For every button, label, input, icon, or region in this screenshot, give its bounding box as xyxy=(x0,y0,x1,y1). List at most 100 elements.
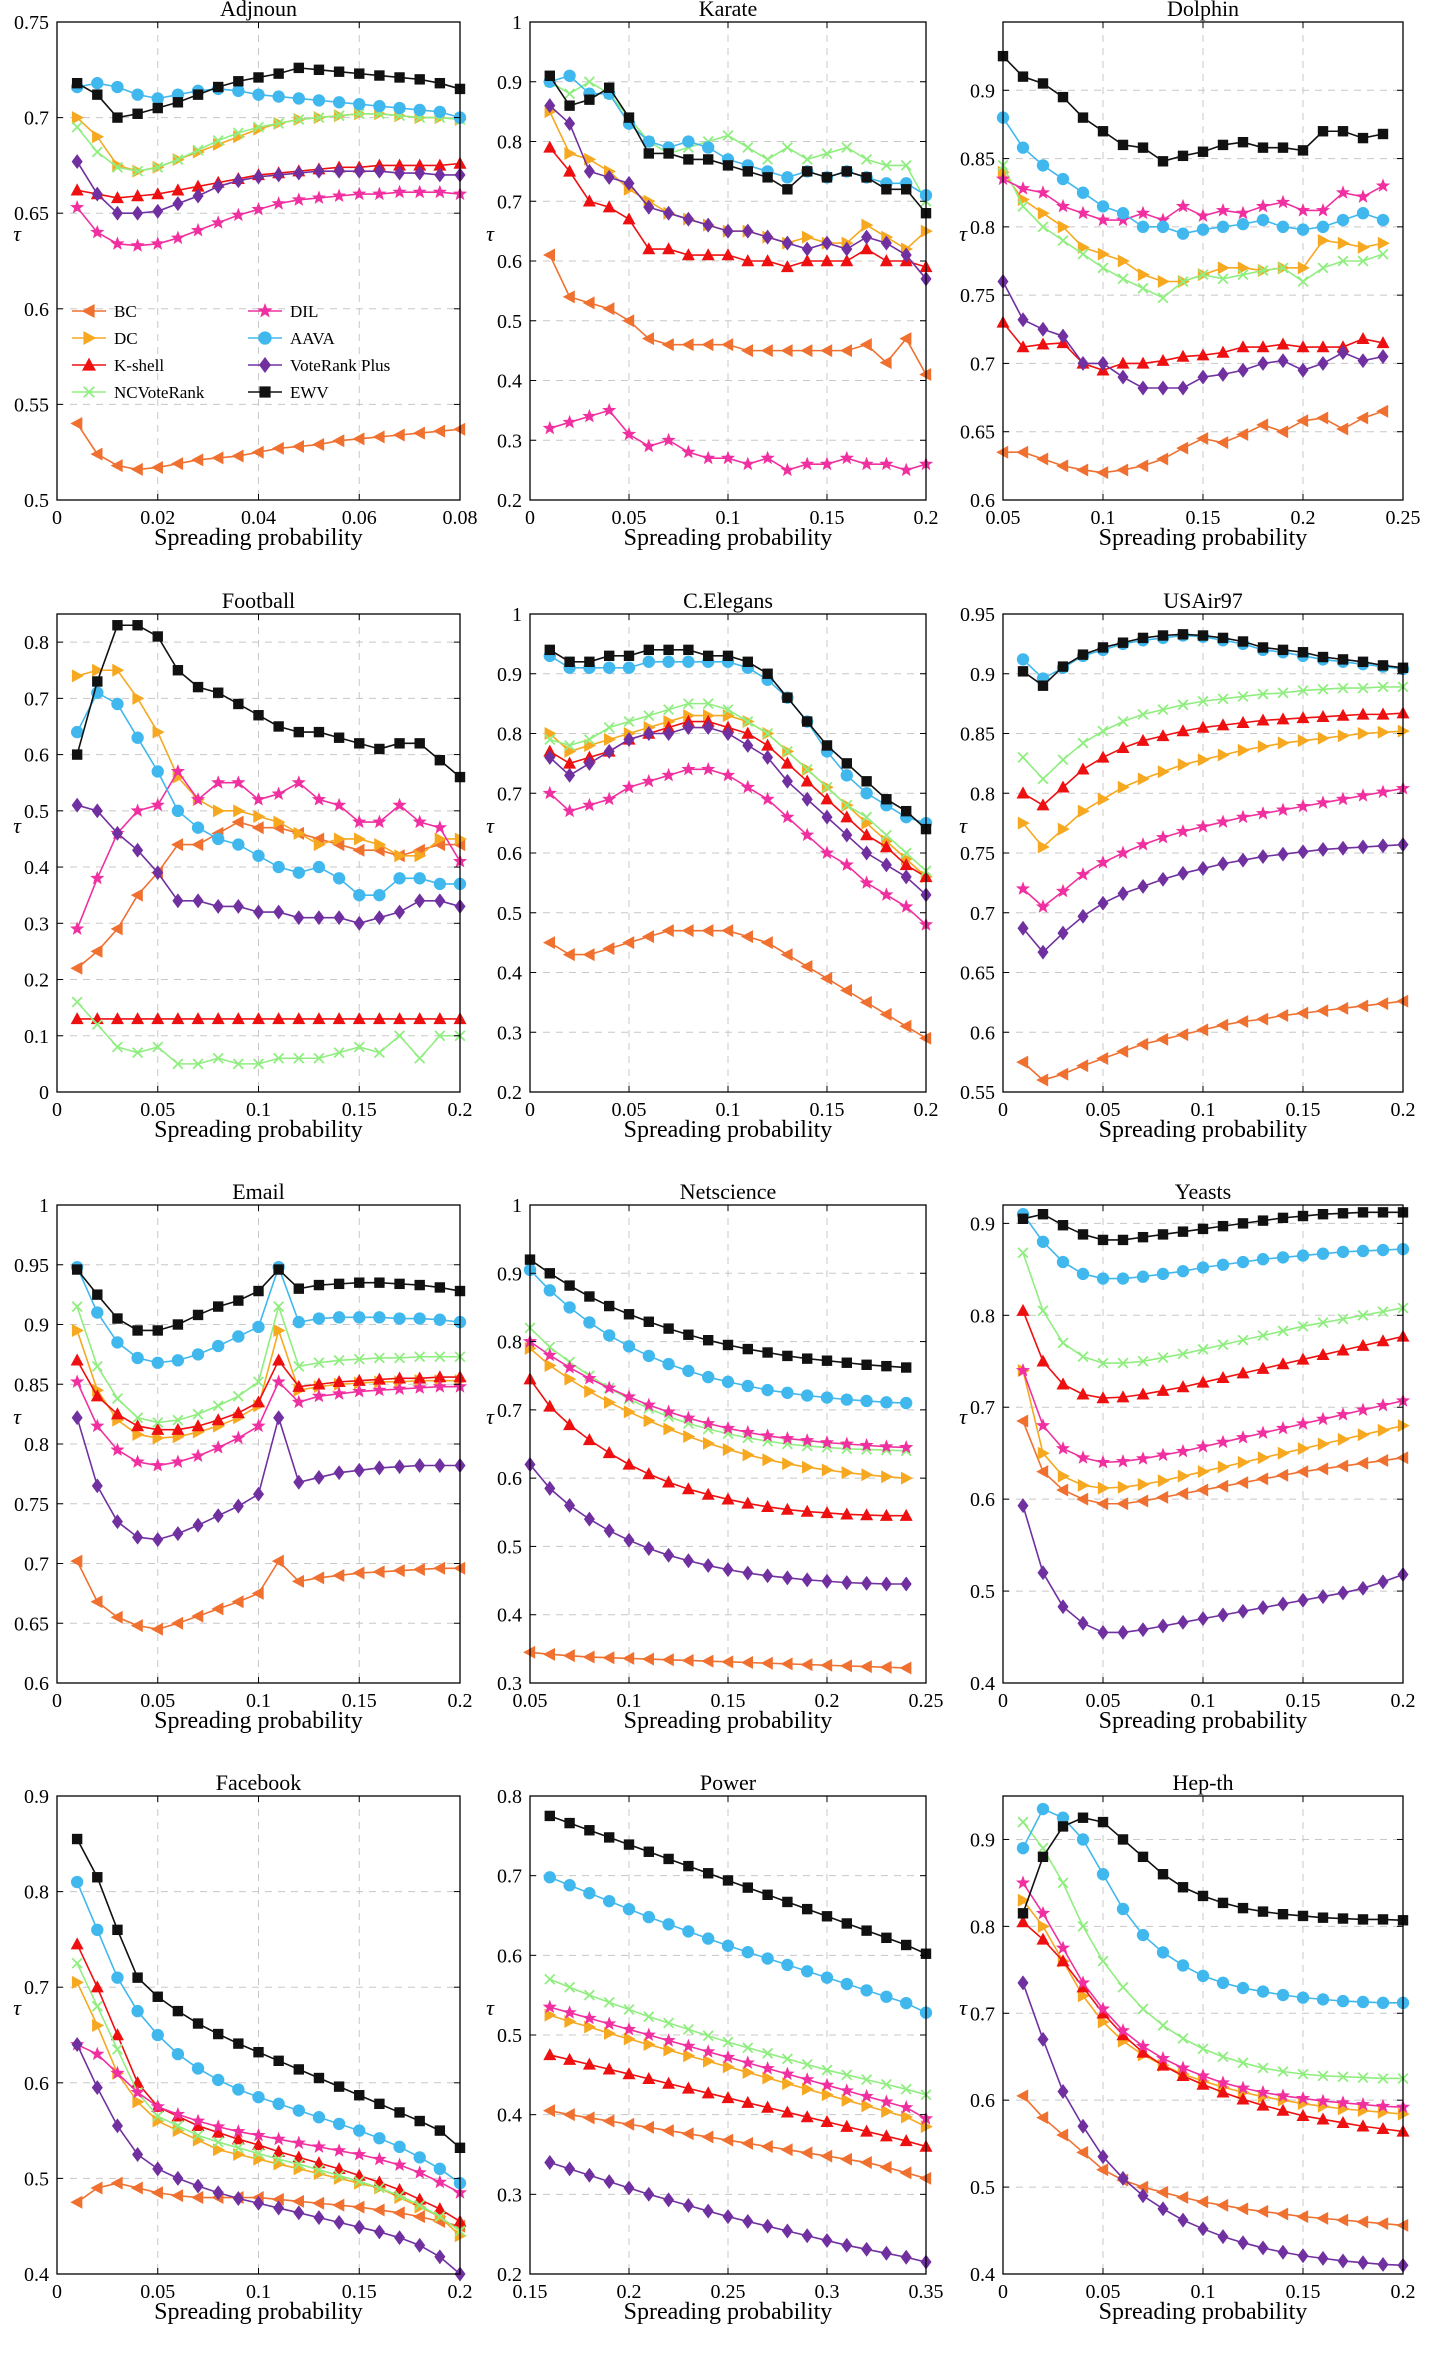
data-point-ncv xyxy=(152,1416,164,1428)
data-point-dc xyxy=(920,2120,933,2134)
data-point-ks xyxy=(131,189,145,202)
data-point-vrp xyxy=(1257,2240,1269,2256)
data-point-vrp xyxy=(544,98,556,114)
data-point-ewv xyxy=(802,1903,813,1915)
data-point-aava xyxy=(1116,1272,1130,1285)
data-point-dc xyxy=(623,1405,636,1419)
x-tick-label: 0 xyxy=(52,2281,62,2303)
data-point-dil xyxy=(70,199,85,214)
series-dc xyxy=(1017,724,1410,854)
data-point-ks xyxy=(1136,2045,1150,2058)
data-point-bc xyxy=(1296,1006,1309,1020)
data-point-dc xyxy=(1157,1474,1170,1488)
data-point-vrp xyxy=(1377,349,1389,365)
data-point-ncv xyxy=(1057,754,1069,766)
data-point-bc xyxy=(1096,2163,1109,2177)
data-point-dil xyxy=(170,230,186,245)
data-point-ks xyxy=(1376,707,1390,720)
series-dil xyxy=(522,1334,914,1454)
data-point-dc xyxy=(152,725,165,739)
data-point-dil xyxy=(760,450,775,465)
series-ks xyxy=(1016,706,1410,811)
data-point-dil xyxy=(231,1430,246,1445)
data-point-dil xyxy=(1275,2088,1291,2102)
y-tick-label: 0.9 xyxy=(970,1829,995,1851)
data-point-ks xyxy=(231,1406,245,1419)
data-point-bc xyxy=(1316,1462,1329,1476)
data-point-dil xyxy=(432,1379,447,1393)
data-point-ncv xyxy=(682,2023,694,2035)
data-point-ks xyxy=(1296,711,1310,724)
data-point-dc xyxy=(434,832,447,846)
data-point-dc xyxy=(584,1384,597,1398)
data-point-vrp xyxy=(1137,2188,1149,2204)
y-tick-label: 0.95 xyxy=(960,604,995,626)
legend-marker-bc xyxy=(81,304,95,318)
data-point-aava xyxy=(1156,220,1170,234)
data-point-aava xyxy=(373,889,386,902)
data-point-ncv xyxy=(544,1973,556,1985)
data-point-ewv xyxy=(643,644,654,656)
x-tick-label: 0.05 xyxy=(1086,1690,1121,1712)
data-point-aava xyxy=(801,1389,814,1402)
data-point-ncv xyxy=(1137,708,1149,720)
data-point-bc xyxy=(1236,2202,1249,2216)
data-point-ks xyxy=(151,187,165,200)
y-tick-label: 1 xyxy=(512,604,522,626)
legend-entry-vrp: VoteRank Plus xyxy=(248,356,390,375)
data-point-ks xyxy=(820,2115,834,2128)
data-point-dc xyxy=(821,1463,834,1477)
data-point-ewv xyxy=(273,1264,284,1275)
data-point-aava xyxy=(1096,1868,1110,1881)
data-point-bc xyxy=(562,1649,575,1663)
data-point-aava xyxy=(1316,220,1330,234)
data-point-dc xyxy=(643,1414,656,1428)
data-point-dil xyxy=(231,2124,246,2138)
y-tick-label: 0.7 xyxy=(497,1866,522,1888)
data-point-dil xyxy=(602,1380,617,1395)
data-point-bc xyxy=(271,2192,284,2206)
data-point-bc xyxy=(1116,1497,1129,1511)
data-point-vrp xyxy=(1077,355,1089,371)
data-point-ncv xyxy=(643,710,655,722)
data-point-ncv xyxy=(1377,248,1389,260)
data-point-ewv xyxy=(172,665,184,676)
data-point-dc xyxy=(1037,1446,1050,1460)
data-point-ks xyxy=(899,1508,913,1521)
data-point-aava xyxy=(702,1370,715,1384)
data-point-dc xyxy=(1317,1437,1330,1451)
data-point-dil xyxy=(331,2143,347,2157)
data-point-bc xyxy=(780,2143,793,2157)
data-point-vrp xyxy=(1037,944,1049,960)
data-point-dil xyxy=(661,767,676,782)
data-point-aava xyxy=(1156,1946,1170,1959)
data-point-aava xyxy=(583,1316,596,1329)
data-point-ks xyxy=(1256,340,1270,353)
chart-dolphin: 0.05 0.1 0.15 0.2 0.250.60.650.70.750.80.850… xyxy=(959,0,1420,551)
data-point-dc xyxy=(1297,261,1310,275)
data-point-bc xyxy=(661,338,674,352)
data-point-dil xyxy=(839,857,854,871)
data-point-vrp xyxy=(643,726,655,741)
series-line-vrp xyxy=(1022,843,1404,954)
data-point-ncv xyxy=(1017,751,1029,763)
series-line-ncv xyxy=(549,1978,927,2096)
series-line-ewv xyxy=(529,1258,907,1369)
data-point-dil xyxy=(1095,2001,1111,2015)
data-point-dc xyxy=(703,1436,716,1450)
data-point-aava xyxy=(1076,1267,1090,1281)
data-point-ks xyxy=(1236,2092,1250,2105)
data-point-bc xyxy=(412,2210,425,2224)
data-point-dc xyxy=(643,2038,656,2052)
data-point-ncv xyxy=(1137,1355,1149,1367)
data-point-aava xyxy=(880,1990,893,2003)
data-point-dc xyxy=(742,2065,755,2079)
data-point-vrp xyxy=(821,235,833,251)
data-point-ncv xyxy=(232,1390,244,1402)
data-point-vrp xyxy=(682,211,694,227)
data-point-ewv xyxy=(663,148,674,159)
data-point-vrp xyxy=(583,2167,595,2183)
x-tick-label: 0.25 xyxy=(909,1690,944,1712)
data-point-ewv xyxy=(762,1889,773,1900)
data-point-vrp xyxy=(880,2245,892,2261)
